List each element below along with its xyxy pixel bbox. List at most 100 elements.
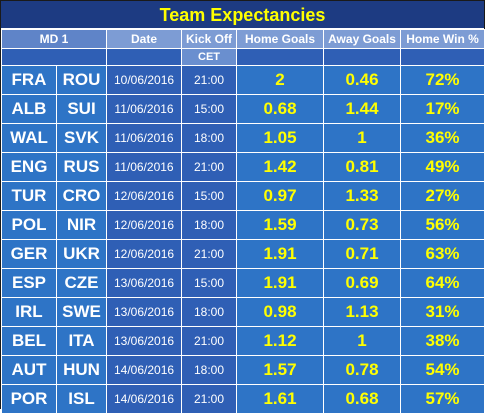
kickoff-time: 21:00 bbox=[181, 65, 238, 95]
kickoff-time: 18:00 bbox=[181, 355, 238, 385]
subheader-timezone: CET bbox=[181, 48, 238, 66]
away-team: SWE bbox=[55, 297, 108, 327]
away-team: ISL bbox=[55, 384, 108, 414]
expectancies-table: MD 1 Date Kick Off Home Goals Away Goals… bbox=[0, 29, 485, 414]
table-row: ESP CZE 13/06/2016 15:00 1.91 0.69 64% bbox=[1, 268, 485, 298]
header-kickoff: Kick Off bbox=[181, 29, 238, 49]
home-goals: 1.57 bbox=[236, 355, 325, 385]
match-date: 14/06/2016 bbox=[106, 384, 183, 414]
match-date: 14/06/2016 bbox=[106, 355, 183, 385]
away-goals: 1 bbox=[323, 326, 402, 356]
table-row: ALB SUI 11/06/2016 15:00 0.68 1.44 17% bbox=[1, 94, 485, 124]
away-goals: 1.13 bbox=[323, 297, 402, 327]
away-goals: 0.71 bbox=[323, 239, 402, 269]
kickoff-time: 15:00 bbox=[181, 181, 238, 211]
home-win-pct: 17% bbox=[400, 94, 485, 124]
subheader-blank-win bbox=[400, 48, 485, 66]
away-goals: 0.68 bbox=[323, 384, 402, 414]
away-goals: 0.73 bbox=[323, 210, 402, 240]
home-goals: 1.42 bbox=[236, 152, 325, 182]
home-win-pct: 49% bbox=[400, 152, 485, 182]
away-goals: 1 bbox=[323, 123, 402, 153]
kickoff-time: 18:00 bbox=[181, 210, 238, 240]
home-goals: 1.91 bbox=[236, 268, 325, 298]
header-md: MD 1 bbox=[0, 29, 108, 49]
home-win-pct: 54% bbox=[400, 355, 485, 385]
home-goals: 1.12 bbox=[236, 326, 325, 356]
home-goals: 0.98 bbox=[236, 297, 325, 327]
away-goals: 0.46 bbox=[323, 65, 402, 95]
header-home-goals: Home Goals bbox=[236, 29, 325, 49]
home-goals: 1.61 bbox=[236, 384, 325, 414]
away-team: ROU bbox=[55, 65, 108, 95]
kickoff-time: 21:00 bbox=[181, 239, 238, 269]
home-team: WAL bbox=[1, 123, 57, 153]
away-team: CRO bbox=[55, 181, 108, 211]
home-win-pct: 64% bbox=[400, 268, 485, 298]
away-team: ITA bbox=[55, 326, 108, 356]
home-team: GER bbox=[1, 239, 57, 269]
match-date: 12/06/2016 bbox=[106, 181, 183, 211]
match-date: 12/06/2016 bbox=[106, 210, 183, 240]
away-team: UKR bbox=[55, 239, 108, 269]
match-date: 11/06/2016 bbox=[106, 94, 183, 124]
match-date: 13/06/2016 bbox=[106, 326, 183, 356]
table-row: ENG RUS 11/06/2016 21:00 1.42 0.81 49% bbox=[1, 152, 485, 182]
table-row: POR ISL 14/06/2016 21:00 1.61 0.68 57% bbox=[1, 384, 485, 414]
home-goals: 1.91 bbox=[236, 239, 325, 269]
home-goals: 1.59 bbox=[236, 210, 325, 240]
table-row: BEL ITA 13/06/2016 21:00 1.12 1 38% bbox=[1, 326, 485, 356]
home-win-pct: 36% bbox=[400, 123, 485, 153]
header-home-win: Home Win % bbox=[400, 29, 485, 49]
table-row: TUR CRO 12/06/2016 15:00 0.97 1.33 27% bbox=[1, 181, 485, 211]
home-team: BEL bbox=[1, 326, 57, 356]
away-team: SUI bbox=[55, 94, 108, 124]
away-goals: 1.33 bbox=[323, 181, 402, 211]
kickoff-time: 15:00 bbox=[181, 268, 238, 298]
home-goals: 0.68 bbox=[236, 94, 325, 124]
match-date: 13/06/2016 bbox=[106, 268, 183, 298]
away-goals: 0.78 bbox=[323, 355, 402, 385]
home-team: FRA bbox=[1, 65, 57, 95]
away-team: RUS bbox=[55, 152, 108, 182]
home-win-pct: 72% bbox=[400, 65, 485, 95]
home-goals: 0.97 bbox=[236, 181, 325, 211]
header-row: MD 1 Date Kick Off Home Goals Away Goals… bbox=[0, 29, 485, 49]
kickoff-time: 18:00 bbox=[181, 297, 238, 327]
away-goals: 0.69 bbox=[323, 268, 402, 298]
match-date: 13/06/2016 bbox=[106, 297, 183, 327]
page-title: Team Expectancies bbox=[1, 1, 484, 29]
home-team: IRL bbox=[1, 297, 57, 327]
kickoff-time: 21:00 bbox=[181, 326, 238, 356]
subheader-row: CET bbox=[0, 48, 485, 66]
table-row: WAL SVK 11/06/2016 18:00 1.05 1 36% bbox=[1, 123, 485, 153]
kickoff-time: 18:00 bbox=[181, 123, 238, 153]
home-goals: 1.05 bbox=[236, 123, 325, 153]
home-team: ESP bbox=[1, 268, 57, 298]
home-win-pct: 63% bbox=[400, 239, 485, 269]
match-date: 10/06/2016 bbox=[106, 65, 183, 95]
away-team: NIR bbox=[55, 210, 108, 240]
table-row: IRL SWE 13/06/2016 18:00 0.98 1.13 31% bbox=[1, 297, 485, 327]
match-date: 12/06/2016 bbox=[106, 239, 183, 269]
match-date: 11/06/2016 bbox=[106, 123, 183, 153]
away-goals: 0.81 bbox=[323, 152, 402, 182]
away-goals: 1.44 bbox=[323, 94, 402, 124]
table-row: AUT HUN 14/06/2016 18:00 1.57 0.78 54% bbox=[1, 355, 485, 385]
home-team: ENG bbox=[1, 152, 57, 182]
away-team: SVK bbox=[55, 123, 108, 153]
home-goals: 2 bbox=[236, 65, 325, 95]
kickoff-time: 15:00 bbox=[181, 94, 238, 124]
home-win-pct: 57% bbox=[400, 384, 485, 414]
subheader-blank-date bbox=[106, 48, 183, 66]
subheader-blank-teams bbox=[0, 48, 108, 66]
header-date: Date bbox=[106, 29, 183, 49]
away-team: HUN bbox=[55, 355, 108, 385]
match-date: 11/06/2016 bbox=[106, 152, 183, 182]
kickoff-time: 21:00 bbox=[181, 384, 238, 414]
home-win-pct: 31% bbox=[400, 297, 485, 327]
table-row: POL NIR 12/06/2016 18:00 1.59 0.73 56% bbox=[1, 210, 485, 240]
home-win-pct: 38% bbox=[400, 326, 485, 356]
subheader-blank-home bbox=[236, 48, 325, 66]
table-row: GER UKR 12/06/2016 21:00 1.91 0.71 63% bbox=[1, 239, 485, 269]
